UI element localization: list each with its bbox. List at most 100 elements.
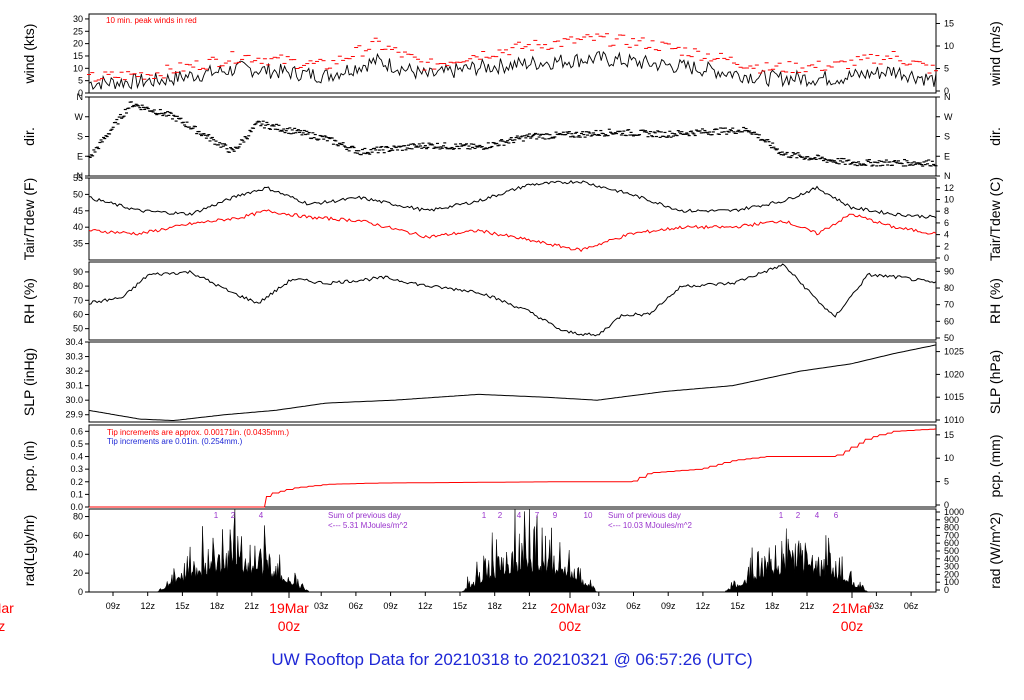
ytick-right-label-rad: 0 bbox=[944, 585, 949, 595]
ytick-label-rad: 0 bbox=[78, 587, 83, 597]
ytick-right-label-temp: 8 bbox=[944, 206, 949, 216]
ytick-right-label-temp: 6 bbox=[944, 218, 949, 228]
series-line-temp bbox=[88, 180, 937, 219]
hour-marker-label: 10 bbox=[584, 511, 593, 520]
ylabel-rad: rad(Lgly/hr) bbox=[21, 515, 37, 587]
ytick-label-wind: 15 bbox=[73, 51, 83, 61]
xtick-label: 15z bbox=[175, 601, 190, 611]
hour-marker-label: 2 bbox=[498, 511, 503, 520]
hour-marker-label: 2 bbox=[796, 511, 801, 520]
ylabel-pcp: pcp. (in) bbox=[21, 441, 37, 492]
xtick-label: 12z bbox=[140, 601, 155, 611]
ytick-right-label-rad: 600 bbox=[944, 538, 959, 548]
ylabel-right-temp: Tair/Tdew (C) bbox=[987, 177, 1003, 261]
ytick-label-slp: 29.9 bbox=[65, 410, 83, 420]
panel-frame-wind bbox=[88, 13, 937, 94]
ytick-right-label-dir: S bbox=[944, 132, 950, 142]
hour-marker-label: 9 bbox=[553, 511, 558, 520]
hour-marker-label: 2 bbox=[231, 511, 236, 520]
ytick-label-dir: W bbox=[75, 112, 84, 122]
ytick-label-pcp: 0.0 bbox=[70, 502, 83, 512]
hour-marker-label: 4 bbox=[517, 511, 522, 520]
ytick-right-label-temp: 12 bbox=[944, 183, 954, 193]
day-label-date: 19Mar bbox=[269, 600, 309, 616]
ytick-right-label-rad: 900 bbox=[944, 515, 959, 525]
xtick-label: 03z bbox=[314, 601, 329, 611]
xtick-label: 12z bbox=[418, 601, 433, 611]
radiation-day-area bbox=[724, 528, 870, 593]
xtick-label: 21z bbox=[522, 601, 537, 611]
day-label-time: 00z bbox=[559, 618, 582, 634]
panel-frame-slp bbox=[88, 341, 937, 423]
day-label-date: 21Mar bbox=[832, 600, 872, 616]
ytick-label-dir: E bbox=[77, 151, 83, 161]
ytick-label-wind: 5 bbox=[78, 76, 83, 86]
ytick-right-label-temp: 2 bbox=[944, 241, 949, 251]
ytick-label-pcp: 0.2 bbox=[70, 477, 83, 487]
ytick-right-label-rad: 200 bbox=[944, 569, 959, 579]
ytick-right-label-rad: 300 bbox=[944, 562, 959, 572]
xtick-label: 09z bbox=[383, 601, 398, 611]
ytick-right-label-rad: 500 bbox=[944, 546, 959, 556]
rad-sum-note: <--- 10.03 MJoules/m^2 bbox=[608, 521, 693, 530]
ytick-label-temp: 45 bbox=[73, 206, 83, 216]
ytick-label-rh: 50 bbox=[73, 324, 83, 334]
ylabel-right-dir: dir. bbox=[987, 127, 1003, 146]
xtick-label: 06z bbox=[626, 601, 641, 611]
ytick-right-label-rad: 1000 bbox=[944, 507, 964, 517]
ytick-right-label-temp: 0 bbox=[944, 253, 949, 263]
ytick-right-label-dir: N bbox=[944, 92, 951, 102]
day-label-time: 00z bbox=[278, 618, 301, 634]
ytick-label-dir: N bbox=[77, 92, 84, 102]
ytick-right-label-temp: 10 bbox=[944, 195, 954, 205]
ytick-label-rh: 80 bbox=[73, 281, 83, 291]
panel-frame-dir bbox=[88, 96, 937, 177]
hour-marker-label: 1 bbox=[482, 511, 487, 520]
ytick-right-label-slp: 1010 bbox=[944, 415, 964, 425]
ylabel-dir: dir. bbox=[21, 127, 37, 146]
ytick-right-label-rad: 800 bbox=[944, 523, 959, 533]
ytick-label-temp: 40 bbox=[73, 222, 83, 232]
xtick-label: 03z bbox=[592, 601, 607, 611]
ytick-right-label-wind: 15 bbox=[944, 18, 954, 28]
ytick-label-wind: 20 bbox=[73, 39, 83, 49]
xtick-label: 12z bbox=[696, 601, 711, 611]
series-line-temp bbox=[88, 209, 937, 253]
ytick-label-temp: 50 bbox=[73, 189, 83, 199]
ytick-label-slp: 30.1 bbox=[65, 381, 83, 391]
ytick-label-slp: 30.0 bbox=[65, 395, 83, 405]
xtick-label: 15z bbox=[453, 601, 468, 611]
ytick-label-pcp: 0.1 bbox=[70, 489, 83, 499]
ytick-label-pcp: 0.6 bbox=[70, 426, 83, 436]
ytick-right-label-rh: 90 bbox=[944, 266, 954, 276]
ytick-right-label-dir: N bbox=[944, 171, 951, 181]
day-label-time: 00z bbox=[841, 618, 864, 634]
ytick-label-rad: 80 bbox=[73, 512, 83, 522]
ylabel-temp: Tair/Tdew (F) bbox=[21, 178, 37, 260]
ytick-right-label-dir: W bbox=[944, 112, 953, 122]
ytick-right-label-rad: 400 bbox=[944, 554, 959, 564]
radiation-day-area bbox=[156, 508, 310, 593]
ytick-label-dir: N bbox=[77, 171, 84, 181]
xtick-label: 09z bbox=[661, 601, 676, 611]
xtick-label: 15z bbox=[730, 601, 745, 611]
ytick-right-label-slp: 1025 bbox=[944, 347, 964, 357]
series-line-rh bbox=[88, 263, 937, 337]
hour-marker-label: 4 bbox=[815, 511, 820, 520]
ytick-label-rh: 70 bbox=[73, 295, 83, 305]
ytick-right-label-rad: 700 bbox=[944, 530, 959, 540]
ylabel-wind: wind (kts) bbox=[21, 24, 37, 85]
hour-marker-label: 7 bbox=[535, 511, 540, 520]
hour-marker-label: 1 bbox=[779, 511, 784, 520]
ytick-right-label-wind: 10 bbox=[944, 41, 954, 51]
ytick-right-label-slp: 1020 bbox=[944, 369, 964, 379]
xtick-label: 03z bbox=[869, 601, 884, 611]
ytick-right-label-rh: 60 bbox=[944, 316, 954, 326]
hour-marker-label: 6 bbox=[834, 511, 839, 520]
ytick-label-pcp: 0.4 bbox=[70, 452, 83, 462]
day-label-date: 20Mar bbox=[550, 600, 590, 616]
xtick-label: 21z bbox=[800, 601, 815, 611]
ytick-right-label-temp: 4 bbox=[944, 230, 949, 240]
ytick-label-rh: 60 bbox=[73, 309, 83, 319]
